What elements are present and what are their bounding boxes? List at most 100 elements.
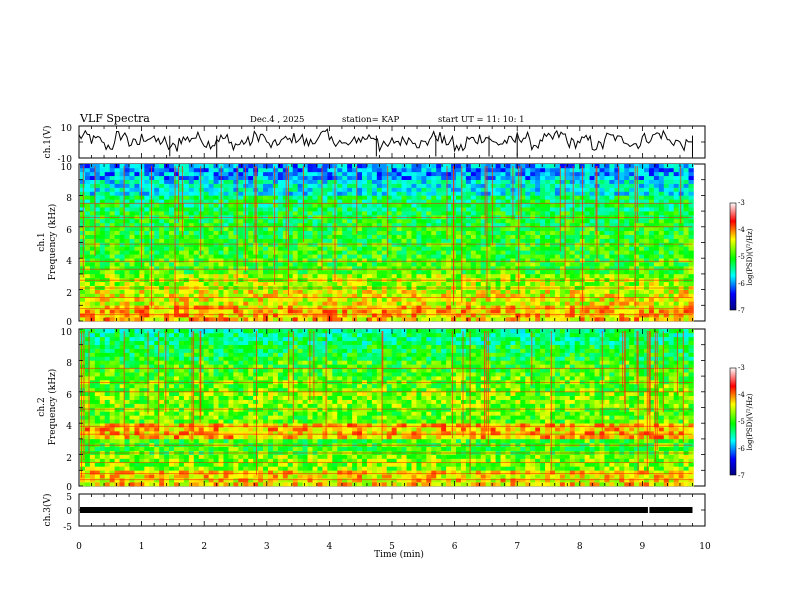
spec1-cell xyxy=(312,199,318,204)
spec1-cell xyxy=(589,289,595,294)
spec1-cell xyxy=(634,207,640,212)
spec1-cell xyxy=(644,183,650,188)
spec1-cell xyxy=(515,250,521,255)
spec1-cell xyxy=(653,183,660,188)
spec1-cell xyxy=(426,266,432,271)
spec1-cell xyxy=(505,191,511,196)
spec1-cell xyxy=(530,242,536,247)
spec1-cell xyxy=(495,179,501,184)
spec1-cell xyxy=(589,281,595,286)
spec1-cell xyxy=(421,238,427,243)
spec1-cell xyxy=(376,289,383,294)
spec1-cell xyxy=(564,175,571,180)
spec1-cell xyxy=(639,273,645,279)
spec1-cell xyxy=(386,195,392,200)
spec1-cell xyxy=(188,218,195,224)
spec1-cell xyxy=(683,199,689,204)
spec1-cell xyxy=(485,171,491,177)
spec1-cell xyxy=(263,305,269,310)
spec1-cell xyxy=(238,195,244,200)
spec1-cell xyxy=(99,191,106,196)
spec1-cell xyxy=(599,211,605,216)
spec1-cell xyxy=(550,313,556,318)
spec1-cell xyxy=(624,234,630,239)
spec1-cell xyxy=(337,309,343,314)
spec1-cell xyxy=(396,195,402,200)
spec1-cell xyxy=(658,305,665,310)
spec1-cell xyxy=(510,293,516,298)
spec1-cell xyxy=(312,293,318,298)
spec1-cell xyxy=(525,269,531,275)
spec1-cell xyxy=(485,187,491,192)
spec1-cell xyxy=(648,258,655,263)
spec1-cell xyxy=(124,218,130,224)
spec1-cell xyxy=(159,289,165,294)
spec1-cell xyxy=(421,218,427,224)
spec1-cell xyxy=(431,226,437,232)
spec1-cell xyxy=(327,191,333,196)
spec1-cell xyxy=(297,226,303,232)
spec1-cell xyxy=(327,167,333,173)
spec1-cell xyxy=(426,203,432,208)
spec1-cell xyxy=(668,289,674,294)
spec1-cell xyxy=(436,309,442,314)
spec1-cell xyxy=(406,183,412,188)
spec1-cell xyxy=(525,289,531,294)
spec1-cell xyxy=(272,167,279,173)
spec1-cell xyxy=(446,187,452,192)
spec1-cell xyxy=(124,222,130,228)
spec1-cell xyxy=(263,179,269,184)
spec1-cell xyxy=(678,171,684,177)
spec1-cell xyxy=(446,238,452,243)
spec1-cell xyxy=(584,293,590,298)
spec1-cell xyxy=(89,167,96,173)
spec1-cell xyxy=(99,313,106,318)
spec1-cell xyxy=(559,175,566,180)
spec1-cell xyxy=(530,230,536,235)
spec1-cell xyxy=(416,297,422,302)
spec1-cell xyxy=(307,230,313,235)
spec1-cell xyxy=(500,167,506,173)
spec1-cell xyxy=(599,218,605,224)
spec1-cell xyxy=(144,218,150,224)
spec1-cell xyxy=(282,171,289,177)
spec1-cell xyxy=(337,195,343,200)
spec1-cell xyxy=(376,246,383,251)
spec1-cell xyxy=(416,179,422,184)
spec1-cell xyxy=(624,222,630,228)
spec1-cell xyxy=(411,187,417,192)
spec1-cell xyxy=(609,238,615,243)
spec1-cell xyxy=(99,234,106,239)
spec1-cell xyxy=(307,234,313,239)
spec1-cell xyxy=(604,203,610,208)
spec1-cell xyxy=(599,317,605,322)
spec1-cell xyxy=(525,238,531,243)
spec1-cell xyxy=(119,222,125,228)
spec1-cell xyxy=(134,175,140,180)
spec1-cell xyxy=(688,242,694,247)
spec1-cell xyxy=(604,266,610,271)
spec1-cell xyxy=(559,262,566,267)
spec1-cell xyxy=(535,234,541,239)
spec1-cell xyxy=(154,301,160,306)
spec1-cell xyxy=(104,211,110,216)
spec1-cell xyxy=(362,226,368,232)
spec1-cell xyxy=(683,281,689,286)
spec1-cell xyxy=(342,222,348,228)
spec1-cell xyxy=(485,281,491,286)
spec1-cell xyxy=(376,238,383,243)
spec1-cell xyxy=(238,317,244,322)
spec1-cell xyxy=(470,207,477,212)
spec1-cell xyxy=(431,234,437,239)
spec1-cell xyxy=(436,199,442,204)
spec1-cell xyxy=(188,179,195,184)
spec1-cell xyxy=(465,309,472,314)
spec1-cell xyxy=(441,273,447,279)
spec1-cell xyxy=(584,238,590,243)
spec1-cell xyxy=(540,167,546,173)
spec1-cell xyxy=(535,305,541,310)
spec1-cell xyxy=(297,254,303,259)
spec1-cell xyxy=(644,289,650,294)
spec1-cell xyxy=(540,238,546,243)
spec1-cell xyxy=(520,242,526,247)
